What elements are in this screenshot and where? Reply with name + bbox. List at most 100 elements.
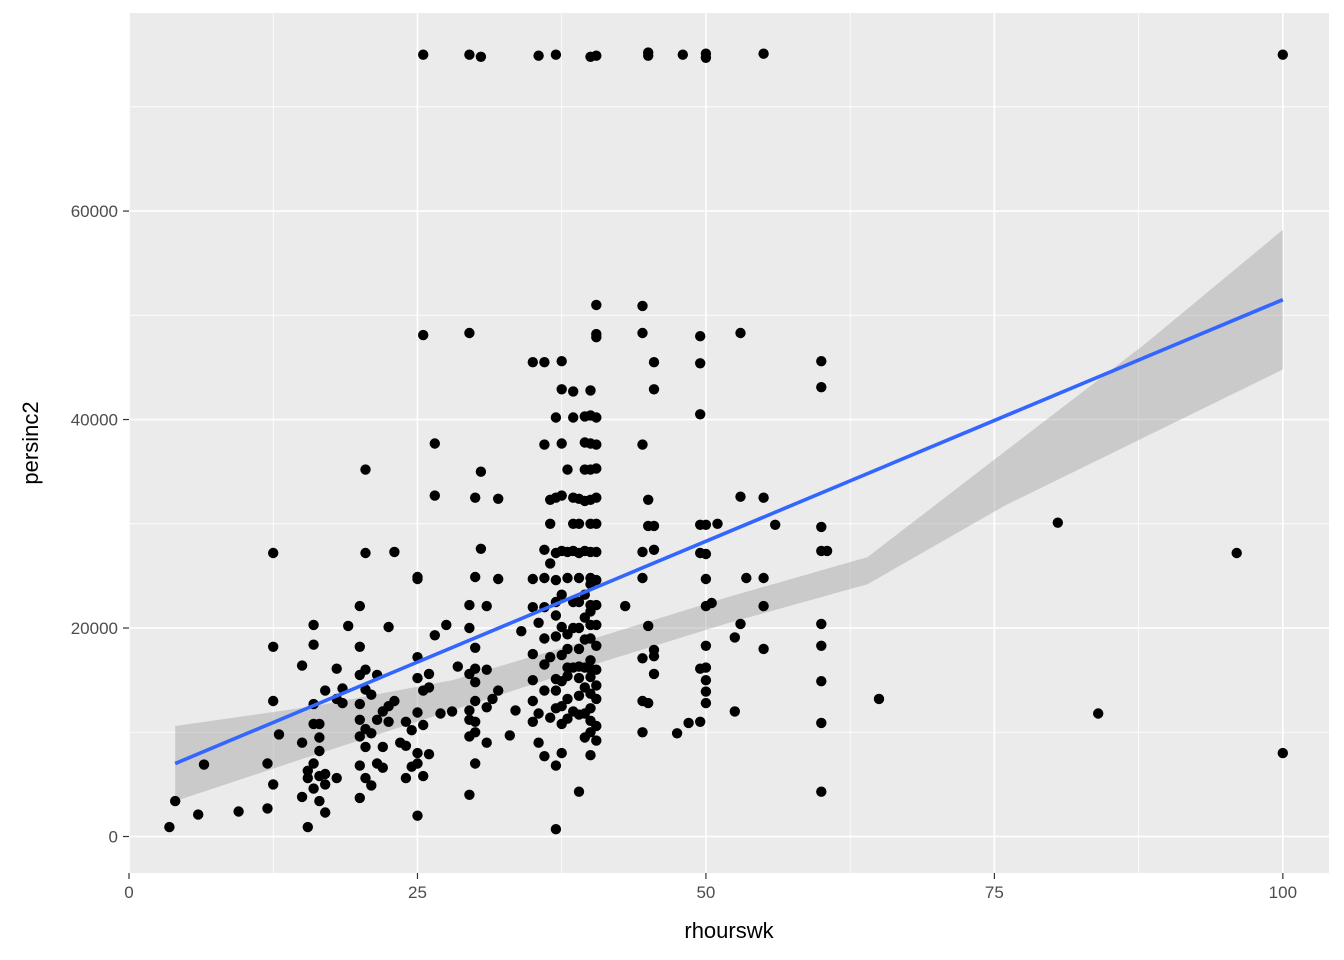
- data-point: [550, 760, 562, 771]
- data-point: [539, 357, 550, 368]
- data-point: [423, 749, 435, 760]
- data-point: [527, 675, 538, 686]
- data-point: [816, 717, 827, 729]
- y-axis-title: persinc2: [18, 401, 43, 484]
- data-point: [383, 621, 394, 633]
- data-point: [758, 492, 769, 503]
- data-point: [493, 493, 504, 504]
- data-point: [758, 600, 769, 612]
- data-point: [343, 620, 354, 632]
- data-point: [262, 803, 273, 814]
- data-point: [562, 464, 573, 475]
- data-point: [308, 639, 319, 650]
- data-point: [516, 626, 527, 637]
- data-point: [533, 617, 544, 628]
- data-point: [562, 693, 573, 705]
- data-point: [464, 705, 475, 716]
- data-point: [816, 786, 827, 797]
- data-point: [464, 622, 475, 634]
- data-point: [371, 714, 383, 725]
- data-point: [556, 701, 567, 712]
- data-point: [441, 619, 452, 631]
- data-point: [487, 693, 498, 705]
- data-point: [700, 519, 712, 530]
- data-point: [423, 668, 435, 680]
- data-point: [591, 299, 602, 311]
- data-point: [296, 660, 308, 671]
- data-point: [527, 573, 538, 585]
- data-point: [550, 631, 562, 642]
- data-point: [816, 382, 827, 393]
- data-point: [573, 518, 585, 529]
- data-point: [556, 384, 567, 395]
- data-point: [470, 642, 481, 653]
- data-point: [637, 300, 648, 312]
- data-point: [585, 703, 596, 714]
- data-point: [695, 716, 706, 727]
- data-point: [481, 737, 492, 748]
- data-point: [637, 439, 648, 450]
- data-point: [648, 668, 660, 680]
- data-point: [360, 464, 371, 475]
- data-point: [573, 786, 585, 797]
- data-point: [671, 728, 683, 739]
- data-point: [429, 490, 440, 501]
- data-point: [729, 632, 740, 643]
- data-point: [418, 329, 429, 341]
- data-point: [568, 386, 579, 397]
- data-point: [470, 677, 481, 688]
- y-axis-ticks: 0 20000 40000 60000: [71, 202, 129, 847]
- data-point: [354, 731, 365, 742]
- panel-background: [129, 13, 1329, 873]
- confidence-band: [175, 229, 1283, 802]
- data-point: [648, 357, 660, 368]
- data-point: [648, 520, 660, 532]
- data-point: [198, 759, 210, 770]
- data-point: [700, 548, 712, 560]
- data-point: [770, 519, 781, 530]
- data-point: [545, 558, 556, 569]
- data-point: [475, 51, 487, 62]
- data-point: [400, 740, 412, 751]
- data-point: [464, 49, 475, 60]
- data-point: [262, 758, 273, 769]
- major-gridlines: [128, 13, 1329, 873]
- data-point: [585, 633, 596, 644]
- data-point: [712, 518, 723, 529]
- data-point: [591, 412, 602, 423]
- data-point: [412, 758, 423, 769]
- x-tick-label: 50: [696, 883, 715, 902]
- data-point: [354, 760, 365, 771]
- data-point: [470, 695, 481, 707]
- data-point: [591, 492, 602, 503]
- data-point: [637, 572, 648, 584]
- data-point: [389, 546, 400, 558]
- data-point: [695, 331, 706, 342]
- data-point: [637, 727, 648, 738]
- data-point: [400, 716, 412, 727]
- data-point: [481, 702, 492, 713]
- data-point: [360, 664, 371, 675]
- data-point: [360, 772, 371, 784]
- data-point: [735, 491, 746, 502]
- data-point: [539, 633, 550, 644]
- data-point: [389, 695, 400, 707]
- data-point: [464, 599, 475, 611]
- data-point: [545, 712, 556, 723]
- y-tick-label: 40000: [71, 411, 118, 430]
- data-point: [1231, 547, 1242, 559]
- data-point: [527, 648, 538, 660]
- data-point: [568, 412, 579, 423]
- data-point: [591, 640, 602, 651]
- x-tick-label: 100: [1269, 883, 1297, 902]
- data-point: [533, 737, 544, 748]
- data-point: [573, 690, 585, 701]
- data-point: [337, 697, 348, 709]
- data-point: [700, 675, 712, 686]
- data-point: [470, 571, 481, 583]
- data-point: [816, 356, 827, 367]
- data-point: [591, 599, 602, 611]
- data-point: [591, 328, 602, 340]
- data-point: [418, 770, 429, 782]
- data-point: [360, 741, 371, 753]
